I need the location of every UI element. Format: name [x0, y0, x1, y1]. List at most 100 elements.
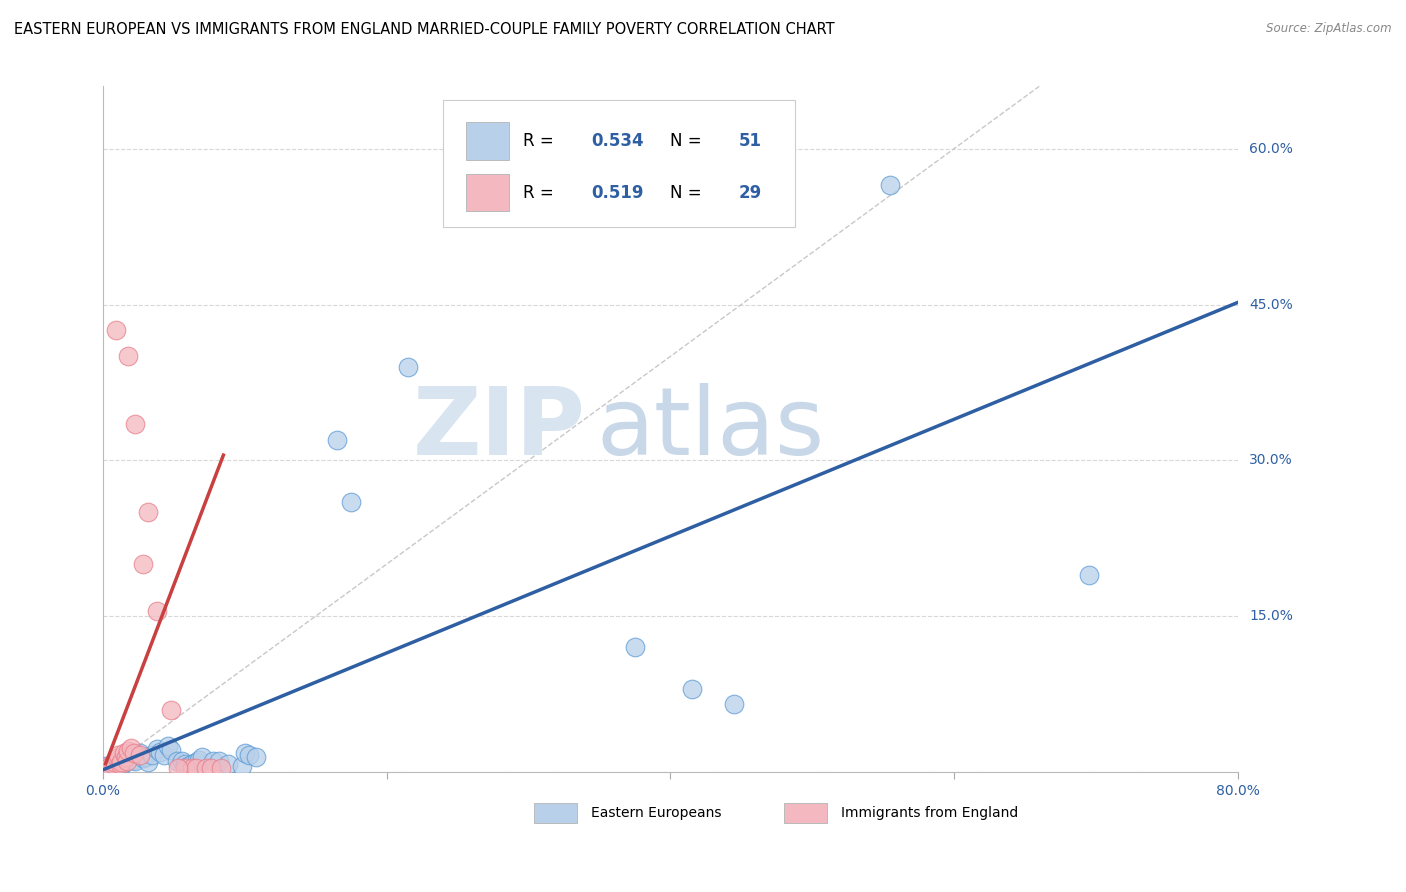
Point	[166, 754, 188, 768]
Point	[110, 755, 132, 769]
Point	[200, 761, 222, 775]
Point	[100, 761, 122, 775]
Point	[105, 755, 128, 769]
Point	[172, 754, 194, 768]
Point	[145, 604, 167, 618]
Point	[96, 761, 118, 775]
Point	[134, 750, 156, 764]
Text: R =: R =	[523, 184, 558, 202]
Point	[174, 761, 197, 775]
Point	[114, 750, 136, 764]
Point	[681, 681, 703, 696]
Point	[101, 756, 124, 771]
Point	[188, 752, 211, 766]
Point	[107, 748, 129, 763]
Point	[136, 505, 159, 519]
Point	[209, 761, 232, 775]
Point	[97, 761, 120, 775]
Point	[167, 761, 190, 775]
Bar	[465, 174, 509, 211]
Point	[231, 758, 253, 772]
Point	[202, 754, 225, 768]
Bar	[534, 803, 578, 823]
Point	[233, 746, 256, 760]
Point	[131, 558, 153, 572]
Point	[115, 754, 138, 768]
Text: ZIP: ZIP	[412, 384, 585, 475]
Point	[160, 703, 183, 717]
Bar	[783, 803, 827, 823]
FancyBboxPatch shape	[443, 100, 796, 227]
Point	[340, 495, 363, 509]
Point	[177, 758, 200, 772]
Point	[326, 433, 349, 447]
Point	[128, 746, 150, 760]
Point	[115, 751, 138, 765]
Point	[120, 741, 142, 756]
Point	[174, 756, 197, 771]
Text: N =: N =	[671, 184, 707, 202]
Point	[723, 698, 745, 712]
Point	[103, 755, 125, 769]
Point	[157, 739, 180, 753]
Point	[105, 751, 128, 765]
Point	[217, 756, 239, 771]
Point	[112, 756, 135, 770]
Point	[118, 748, 141, 763]
Point	[117, 744, 139, 758]
Text: 0.519: 0.519	[591, 184, 644, 202]
Point	[131, 751, 153, 765]
Text: 60.0%: 60.0%	[1249, 142, 1294, 156]
Text: N =: N =	[671, 132, 707, 150]
Point	[396, 359, 419, 374]
Point	[181, 761, 204, 775]
Point	[191, 750, 214, 764]
Point	[108, 756, 131, 771]
Text: atlas: atlas	[596, 384, 825, 475]
Point	[186, 761, 208, 775]
Point	[98, 758, 121, 772]
Text: 29: 29	[738, 184, 762, 202]
Point	[136, 755, 159, 769]
Point	[107, 758, 129, 772]
Text: 30.0%: 30.0%	[1249, 453, 1294, 467]
Point	[104, 323, 127, 337]
Point	[98, 763, 121, 777]
Point	[121, 752, 143, 766]
Text: 45.0%: 45.0%	[1249, 298, 1294, 311]
Bar	[465, 122, 509, 160]
Point	[624, 640, 647, 655]
Point	[1077, 567, 1099, 582]
Text: Source: ZipAtlas.com: Source: ZipAtlas.com	[1267, 22, 1392, 36]
Text: 0.534: 0.534	[591, 132, 644, 150]
Point	[238, 748, 260, 763]
Point	[879, 178, 901, 192]
Point	[111, 754, 134, 768]
Text: 51: 51	[738, 132, 762, 150]
Point	[96, 762, 118, 776]
Text: EASTERN EUROPEAN VS IMMIGRANTS FROM ENGLAND MARRIED-COUPLE FAMILY POVERTY CORREL: EASTERN EUROPEAN VS IMMIGRANTS FROM ENGL…	[14, 22, 835, 37]
Point	[112, 746, 135, 760]
Point	[128, 748, 150, 763]
Text: 15.0%: 15.0%	[1249, 609, 1294, 624]
Point	[145, 742, 167, 756]
Point	[108, 761, 131, 775]
Point	[103, 760, 125, 774]
Text: Immigrants from England: Immigrants from England	[841, 806, 1018, 820]
Point	[148, 745, 170, 759]
Point	[208, 754, 231, 768]
Point	[101, 756, 124, 771]
Point	[141, 748, 163, 763]
Point	[104, 757, 127, 772]
Text: R =: R =	[523, 132, 558, 150]
Point	[94, 758, 117, 772]
Point	[245, 750, 267, 764]
Point	[93, 760, 115, 774]
Point	[181, 756, 204, 771]
Point	[195, 761, 218, 775]
Point	[124, 754, 146, 768]
Point	[186, 755, 208, 769]
Point	[124, 417, 146, 431]
Point	[153, 748, 176, 763]
Point	[117, 350, 139, 364]
